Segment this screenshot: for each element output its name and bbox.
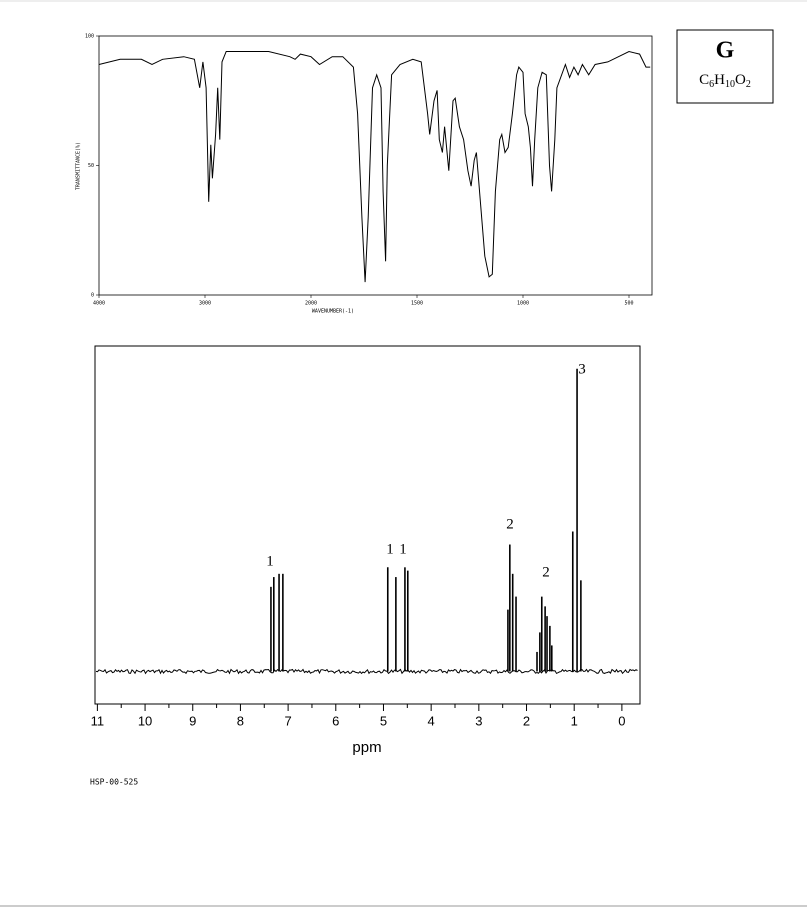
x-tick-label: 3	[475, 713, 482, 728]
x-tick-label: 3000	[199, 301, 211, 307]
x-tick-label: 10	[138, 713, 152, 728]
formula: C6H10O2	[699, 72, 751, 90]
formula-part: H	[714, 72, 725, 88]
x-tick-label: 4	[428, 713, 435, 728]
x-tick-label: 1000	[517, 301, 529, 307]
integration-label: 3	[578, 361, 586, 377]
ir-curve	[98, 50, 651, 283]
formula-part: C	[699, 72, 709, 88]
integration-label: 2	[506, 516, 514, 532]
x-tick-label: 5	[380, 713, 387, 728]
x-tick-label: 8	[237, 713, 244, 728]
label-box	[676, 29, 774, 104]
integration-label: 1	[266, 553, 274, 569]
sample-code: HSP-00-525	[90, 778, 138, 787]
x-tick-label: 1500	[411, 301, 423, 307]
sample-letter: G	[716, 38, 735, 64]
integration-label: 1	[399, 541, 407, 557]
y-tick-label: 0	[91, 293, 94, 299]
ir-x-label: WAVENUMBER(-1)	[312, 309, 354, 315]
formula-part: 6	[709, 79, 714, 90]
x-tick-label: 6	[332, 713, 339, 728]
nmr-x-label: ppm	[352, 739, 381, 756]
integration-label: 2	[542, 564, 550, 580]
x-tick-label: 7	[284, 713, 291, 728]
x-tick-label: 2	[523, 713, 530, 728]
y-tick-label: 100	[85, 34, 94, 40]
y-tick-label: 50	[88, 163, 94, 169]
x-tick-label: 4000	[93, 301, 105, 307]
x-tick-label: 9	[189, 713, 196, 728]
x-tick-label: 500	[624, 301, 633, 307]
formula-part: O	[735, 72, 746, 88]
ir-y-label: TRANSMITTANCE(%)	[76, 142, 82, 190]
x-tick-label: 2000	[305, 301, 317, 307]
baseline-noise	[95, 668, 638, 675]
x-tick-label: 0	[618, 713, 625, 728]
x-tick-label: 11	[91, 713, 105, 728]
formula-part: 2	[746, 79, 751, 90]
formula-part: 10	[725, 79, 735, 90]
nmr-frame	[94, 345, 641, 705]
integration-label: 1	[386, 541, 394, 557]
x-tick-label: 1	[571, 713, 578, 728]
